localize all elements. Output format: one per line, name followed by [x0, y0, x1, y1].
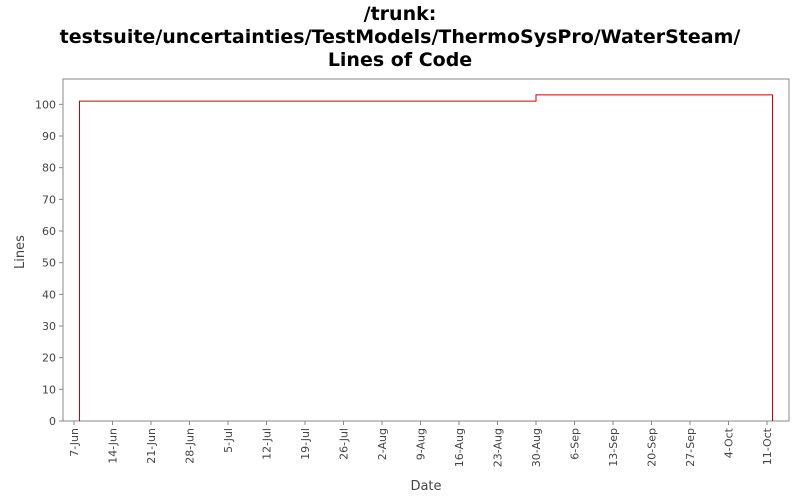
x-tick-label: 19-Jul — [299, 428, 312, 460]
y-tick-label: 100 — [35, 98, 56, 111]
x-tick-label: 26-Jul — [338, 428, 351, 460]
x-tick-label: 4-Oct — [723, 427, 736, 458]
y-tick-label: 40 — [42, 288, 56, 301]
y-tick-label: 0 — [49, 415, 56, 428]
x-tick-label: 7-Jun — [68, 428, 81, 457]
x-tick-label: 20-Sep — [646, 428, 659, 467]
y-tick-label: 60 — [42, 225, 56, 238]
y-tick-label: 70 — [42, 193, 56, 206]
y-tick-label: 80 — [42, 162, 56, 175]
chart-title: /trunk: — [364, 3, 437, 25]
x-tick-label: 6-Sep — [569, 428, 582, 460]
x-tick-label: 9-Aug — [415, 428, 428, 460]
y-axis-label: Lines — [13, 235, 28, 269]
chart-title: Lines of Code — [328, 49, 472, 71]
x-tick-label: 16-Aug — [453, 428, 466, 467]
y-tick-label: 20 — [42, 352, 56, 365]
x-tick-label: 13-Sep — [607, 428, 620, 467]
x-tick-label: 28-Jun — [184, 428, 197, 464]
line — [79, 94, 773, 421]
x-tick-label: 11-Oct — [761, 427, 774, 465]
y-tick-label: 10 — [42, 383, 56, 396]
y-tick-label: 90 — [42, 130, 56, 143]
chart-title: testsuite/uncertainties/TestModels/Therm… — [60, 26, 741, 48]
x-tick-label: 23-Aug — [492, 428, 505, 467]
plot-area — [62, 78, 790, 422]
y-tick-label: 50 — [42, 257, 56, 270]
x-tick-label: 12-Jul — [261, 428, 274, 460]
x-tick-label: 14-Jun — [107, 428, 120, 464]
x-axis-label: Date — [410, 479, 441, 494]
x-tick-label: 5-Jul — [222, 428, 235, 453]
y-tick-label: 30 — [42, 320, 56, 333]
x-tick-label: 27-Sep — [684, 428, 697, 467]
x-tick-label: 21-Jun — [145, 428, 158, 464]
x-tick-label: 30-Aug — [530, 428, 543, 467]
x-tick-label: 2-Aug — [376, 428, 389, 460]
